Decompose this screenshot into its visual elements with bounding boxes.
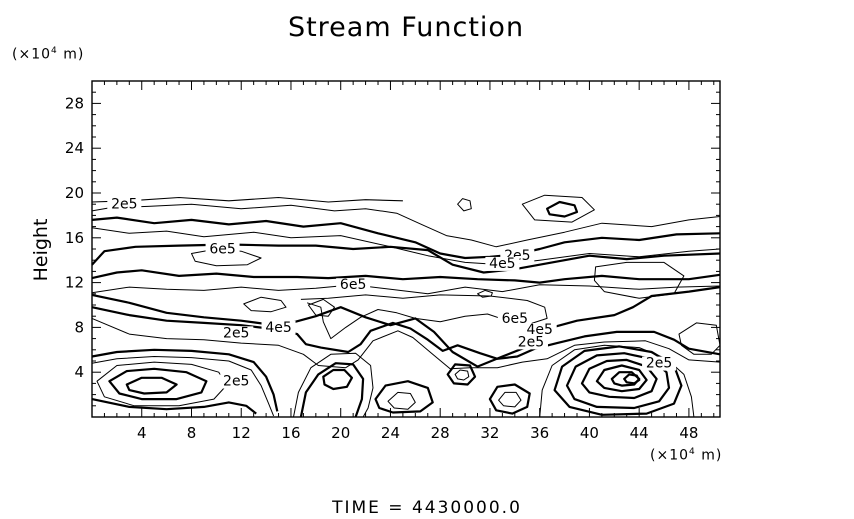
contour-label: 4e5 bbox=[265, 320, 291, 336]
x-tick-label: 24 bbox=[381, 424, 400, 442]
x-tick-label: 12 bbox=[232, 424, 251, 442]
y-tick-label: 8 bbox=[74, 318, 84, 336]
y-tick-label: 20 bbox=[65, 184, 84, 202]
y-tick-label: 24 bbox=[65, 139, 84, 157]
contour-label-bg bbox=[522, 323, 557, 337]
contour-label: 6e5 bbox=[340, 277, 366, 293]
contour-line bbox=[91, 286, 721, 368]
y-tick-label: 16 bbox=[65, 229, 84, 247]
contour-line bbox=[91, 317, 721, 370]
contour-label-bg bbox=[336, 278, 371, 293]
contour-label-bg bbox=[205, 242, 240, 257]
contour-line bbox=[125, 376, 178, 395]
x-tick-label: 36 bbox=[530, 424, 549, 442]
contour-line bbox=[580, 358, 658, 400]
contour-line bbox=[374, 380, 434, 414]
x-tick-label: 8 bbox=[187, 424, 197, 442]
x-tick-label: 44 bbox=[630, 424, 649, 442]
x-tick-label: 16 bbox=[281, 424, 300, 442]
y-tick-label: 4 bbox=[74, 363, 84, 381]
contour-label-bg bbox=[642, 356, 677, 371]
contour-label: 4e5 bbox=[489, 256, 515, 272]
contour-line bbox=[91, 356, 275, 417]
contour-label: 2e5 bbox=[111, 197, 137, 213]
contour-line bbox=[498, 391, 522, 408]
contour-line bbox=[623, 373, 641, 385]
x-tick-label: 40 bbox=[580, 424, 599, 442]
contour-line bbox=[299, 362, 365, 418]
contour-label: 4e5 bbox=[526, 322, 552, 338]
contour-line bbox=[108, 367, 208, 401]
contour-line bbox=[387, 391, 416, 410]
contour-line bbox=[553, 345, 683, 416]
y-axis-unit: (×104 m) bbox=[12, 46, 85, 63]
contour-line bbox=[91, 398, 257, 415]
contour-label-bg bbox=[107, 197, 142, 212]
x-tick-label: 48 bbox=[679, 424, 698, 442]
contour-label-bg bbox=[261, 320, 296, 335]
contour-line bbox=[91, 227, 721, 266]
contour-line bbox=[307, 298, 335, 317]
time-label: TIME = 4430000.0 bbox=[332, 498, 522, 518]
contour-lines bbox=[91, 194, 721, 418]
contour-line bbox=[91, 284, 721, 295]
contour-line bbox=[300, 294, 548, 340]
contour-line bbox=[243, 296, 287, 313]
contour-line bbox=[546, 200, 579, 218]
contour-label: 2e5 bbox=[223, 374, 249, 390]
y-tick-label: 28 bbox=[65, 94, 84, 112]
contour-label-bg bbox=[497, 311, 532, 326]
y-tick-label: 12 bbox=[65, 274, 84, 292]
contour-line bbox=[322, 368, 353, 391]
contour-line bbox=[91, 243, 721, 274]
contour-line bbox=[91, 348, 279, 412]
x-tick-label: 32 bbox=[480, 424, 499, 442]
x-axis-unit: (×104 m) bbox=[650, 447, 723, 464]
contour-line bbox=[91, 269, 721, 284]
contour-label-bg bbox=[513, 335, 548, 350]
y-axis-label: Height bbox=[30, 219, 52, 282]
contour-label: 6e5 bbox=[209, 241, 235, 257]
contour-line bbox=[91, 306, 721, 360]
contour-line bbox=[595, 364, 648, 393]
contour-label-bg bbox=[219, 326, 254, 341]
contour-line bbox=[678, 322, 721, 355]
contour-label: 6e5 bbox=[502, 311, 528, 327]
contour-label-bg bbox=[485, 256, 520, 271]
contour-line bbox=[521, 194, 595, 223]
contour-line bbox=[293, 352, 374, 418]
contour-label: 2e5 bbox=[223, 325, 249, 341]
contour-label: 2e5 bbox=[518, 334, 544, 350]
contour-line bbox=[91, 203, 721, 248]
contour-line bbox=[454, 369, 470, 381]
chart-title: Stream Function bbox=[287, 12, 525, 43]
contour-label: 2e5 bbox=[646, 356, 672, 372]
contour-line bbox=[457, 198, 472, 212]
contour-label-bg bbox=[219, 374, 254, 389]
contour-line bbox=[488, 383, 531, 415]
contour-line bbox=[91, 216, 721, 260]
x-tick-label: 4 bbox=[137, 424, 147, 442]
x-tick-label: 20 bbox=[331, 424, 350, 442]
contour-line bbox=[565, 352, 671, 410]
x-tick-label: 28 bbox=[431, 424, 450, 442]
contour-line bbox=[446, 363, 477, 386]
contour-line bbox=[477, 289, 493, 298]
